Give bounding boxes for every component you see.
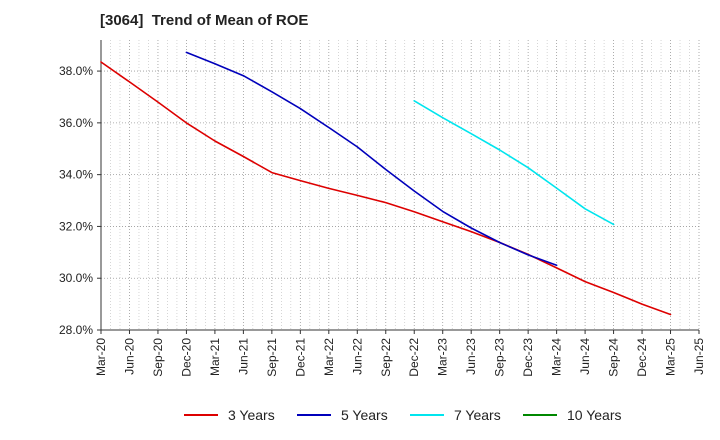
plot-background [101, 40, 699, 330]
legend-item: 5 Years [297, 404, 388, 426]
x-tick-label: Dec-22 [407, 338, 421, 377]
x-tick-label: Jun-25 [692, 338, 706, 375]
x-tick-label: Mar-20 [94, 338, 108, 376]
y-tick-label: 36.0% [59, 116, 93, 130]
legend-item: 3 Years [184, 404, 275, 426]
x-tick-label: Sep-22 [379, 338, 393, 377]
legend-label: 3 Years [228, 407, 275, 423]
x-tick-label: Sep-21 [265, 338, 279, 377]
y-tick-label: 30.0% [59, 271, 93, 285]
chart-title: [3064] Trend of Mean of ROE [100, 12, 309, 29]
x-tick-label: Jun-20 [122, 338, 136, 375]
y-tick-label: 28.0% [59, 323, 93, 337]
series-line-7-years [413, 100, 615, 226]
x-tick-label: Jun-22 [350, 338, 364, 375]
legend: 3 Years 5 Years 7 Years 10 Years [0, 404, 720, 426]
x-tick-label: Mar-23 [436, 338, 450, 376]
x-tick-label: Sep-24 [607, 338, 621, 377]
x-tick-label: Jun-24 [578, 338, 592, 375]
x-tick-label: Mar-21 [208, 338, 222, 376]
legend-swatch [297, 414, 331, 416]
x-tick-label: Dec-24 [635, 338, 649, 377]
x-tick-label: Jun-23 [464, 338, 478, 375]
x-tick-label: Dec-21 [293, 338, 307, 377]
y-tick-label: 32.0% [59, 219, 93, 233]
legend-swatch [184, 414, 218, 416]
x-tick-label: Mar-24 [550, 338, 564, 376]
x-tick-label: Sep-20 [151, 338, 165, 377]
y-tick-label: 34.0% [59, 168, 93, 182]
legend-item: 7 Years [410, 404, 501, 426]
series-line-3-years [100, 61, 672, 316]
legend-label: 10 Years [567, 407, 622, 423]
x-tick-label: Dec-20 [179, 338, 193, 377]
legend-label: 7 Years [454, 407, 501, 423]
legend-swatch [523, 414, 557, 416]
x-tick-label: Dec-23 [521, 338, 535, 377]
x-tick-label: Mar-25 [664, 338, 678, 376]
legend-label: 5 Years [341, 407, 388, 423]
x-tick-label: Sep-23 [493, 338, 507, 377]
y-tick-label: 38.0% [59, 64, 93, 78]
x-tick-label: Jun-21 [236, 338, 250, 375]
series-line-5-years [185, 51, 558, 267]
legend-swatch [410, 414, 444, 416]
legend-item: 10 Years [523, 404, 622, 426]
x-tick-label: Mar-22 [322, 338, 336, 376]
